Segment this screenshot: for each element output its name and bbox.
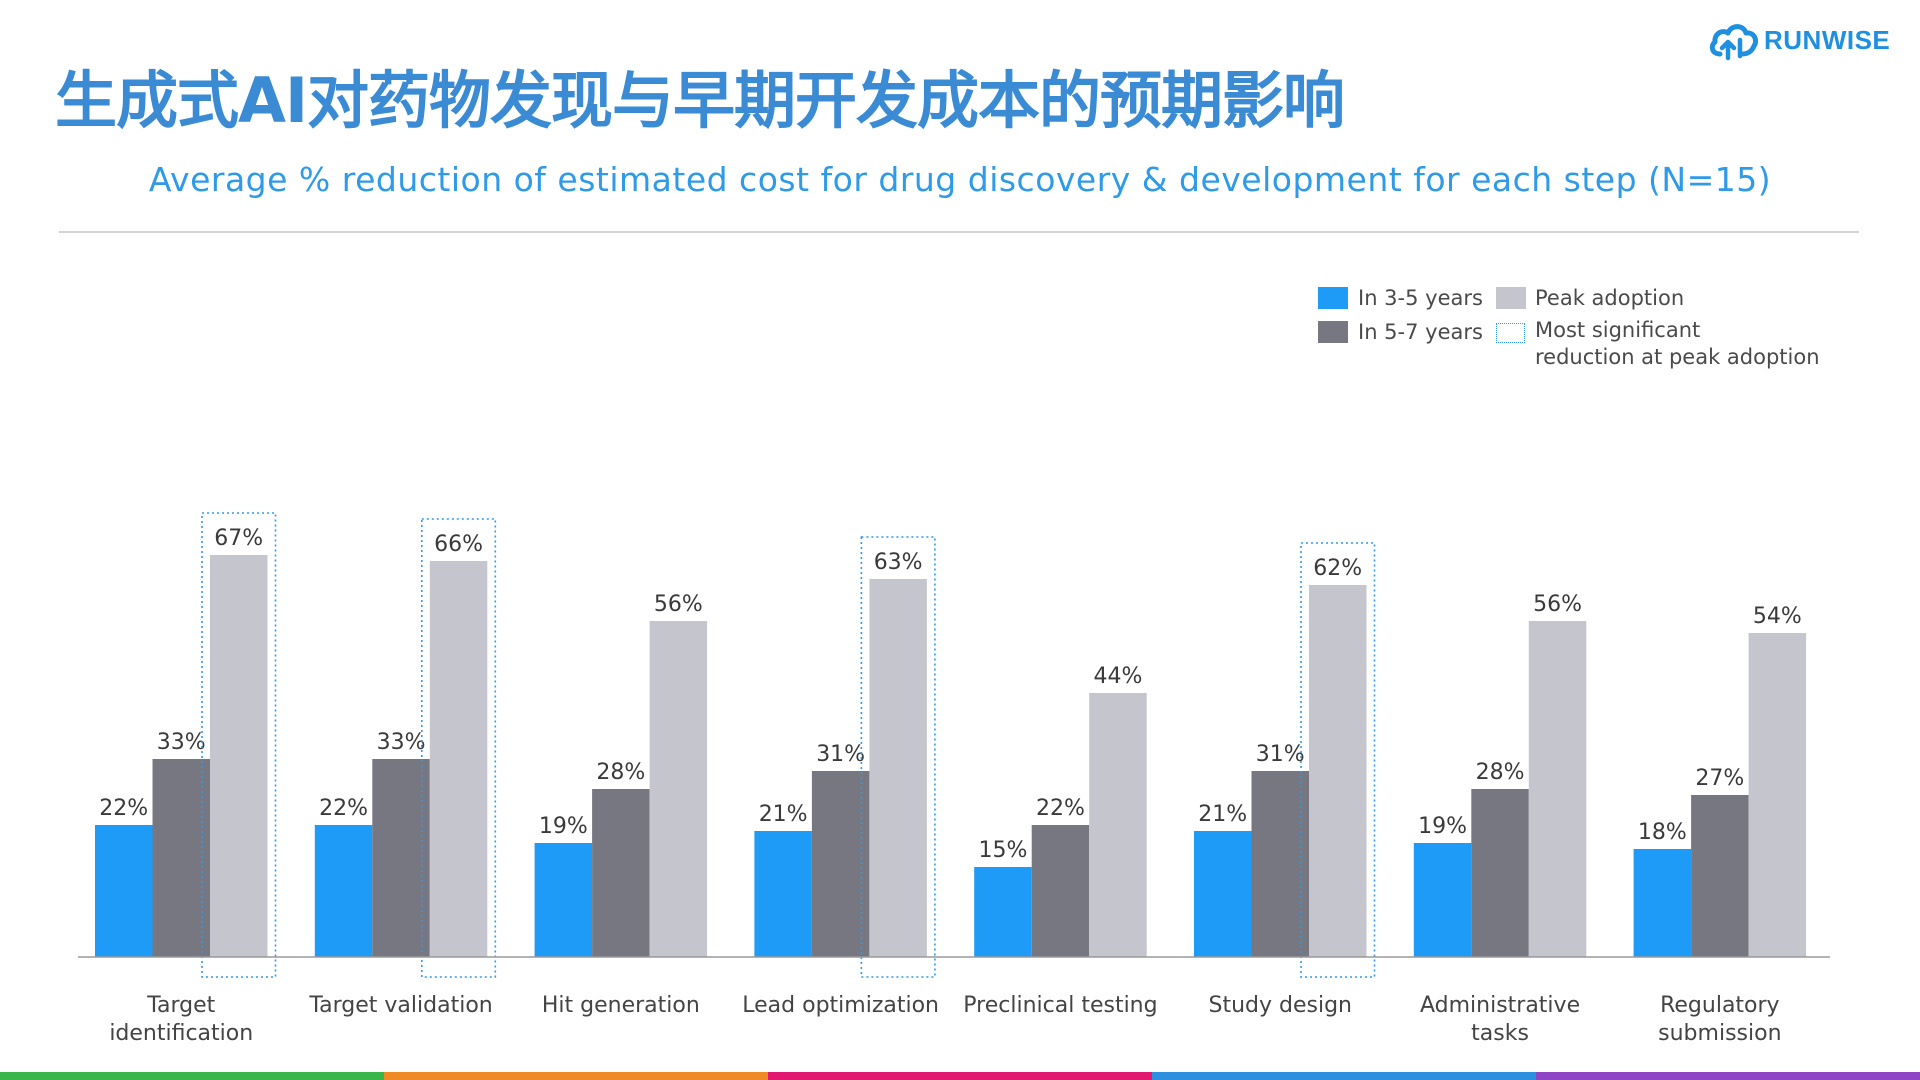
logo-text: RUNWISE xyxy=(1764,25,1891,55)
highlight-box-target-identification xyxy=(201,512,277,978)
bar-preclinical-testing-in-5-7-years xyxy=(1031,825,1090,957)
bar-study-design-in-5-7-years xyxy=(1251,771,1309,957)
category-label-hit-generation: Hit generation xyxy=(511,992,731,1020)
bar-regulatory-submission-peak-adoption xyxy=(1748,633,1807,957)
bar-target-validation-in-3-5-years xyxy=(314,825,373,957)
bar-lead-optimization-in-5-7-years xyxy=(811,771,870,957)
bar-hit-generation-peak-adoption xyxy=(649,621,708,957)
bar-target-identification-in-5-7-years xyxy=(152,759,210,957)
value-label-administrative-tasks-peak-adoption: 56% xyxy=(1533,592,1582,617)
value-label-target-identification-in-3-5-years: 22% xyxy=(99,796,148,821)
value-label-regulatory-submission-in-5-7-years: 27% xyxy=(1695,766,1744,791)
value-label-study-design-in-3-5-years: 21% xyxy=(1198,802,1247,827)
bar-target-identification-in-3-5-years xyxy=(95,825,153,957)
category-label-line: Lead optimization xyxy=(742,993,939,1018)
bar-administrative-tasks-peak-adoption xyxy=(1528,621,1587,957)
legend-label-peak-adoption: Peak adoption xyxy=(1535,286,1685,310)
bar-target-validation-in-5-7-years xyxy=(372,759,430,957)
highlight-box-study-design xyxy=(1300,542,1376,978)
value-label-regulatory-submission-peak-adoption: 54% xyxy=(1753,604,1802,629)
bar-regulatory-submission-in-5-7-years xyxy=(1691,795,1749,957)
page-title: 生成式AI对药物发现与早期开发成本的预期影响 xyxy=(55,64,1345,137)
bar-administrative-tasks-in-3-5-years xyxy=(1413,843,1472,957)
category-label-target-validation: Target validation xyxy=(291,992,511,1020)
category-label-regulatory-submission: Regulatory submission xyxy=(1610,992,1830,1048)
value-label-hit-generation-in-5-7-years: 28% xyxy=(596,760,645,785)
legend-label-most-significant-line1: Most significant xyxy=(1535,318,1701,342)
value-label-preclinical-testing-peak-adoption: 44% xyxy=(1093,664,1142,689)
category-label-study-design: Study design xyxy=(1170,992,1390,1020)
bar-preclinical-testing-in-3-5-years xyxy=(974,867,1032,957)
bar-target-identification-peak-adoption xyxy=(210,555,268,957)
category-label-line: Target xyxy=(147,993,216,1018)
category-label-line: Preclinical testing xyxy=(963,993,1158,1018)
header-divider xyxy=(59,231,1859,233)
value-label-administrative-tasks-in-3-5-years: 19% xyxy=(1418,814,1467,839)
value-label-study-design-in-5-7-years: 31% xyxy=(1256,742,1305,767)
value-label-study-design-peak-adoption: 62% xyxy=(1313,556,1362,581)
value-label-target-validation-in-5-7-years: 33% xyxy=(377,730,426,755)
category-label-preclinical-testing: Preclinical testing xyxy=(950,992,1170,1020)
value-label-regulatory-submission-in-3-5-years: 18% xyxy=(1638,820,1687,845)
bar-lead-optimization-peak-adoption xyxy=(869,579,927,957)
value-label-preclinical-testing-in-5-7-years: 22% xyxy=(1036,796,1085,821)
category-label-line: Study design xyxy=(1208,993,1353,1018)
strip-segment-orange xyxy=(384,1072,768,1080)
category-label-line: Administrative xyxy=(1419,993,1581,1018)
bottom-color-strip xyxy=(0,1072,1920,1080)
category-label-line: tasks xyxy=(1471,1021,1529,1046)
runwise-logo: RUNWISE xyxy=(1708,18,1891,62)
strip-segment-purple xyxy=(1536,1072,1920,1080)
category-label-line: Hit generation xyxy=(541,993,700,1018)
bar-preclinical-testing-peak-adoption xyxy=(1089,693,1147,957)
strip-segment-pink xyxy=(768,1072,1152,1080)
value-label-target-identification-in-5-7-years: 33% xyxy=(157,730,206,755)
bar-study-design-peak-adoption xyxy=(1309,585,1367,957)
bar-administrative-tasks-in-5-7-years xyxy=(1471,789,1529,957)
cloud-logo-icon xyxy=(1709,24,1759,61)
highlight-box-lead-optimization xyxy=(860,536,936,978)
category-label-line: Regulatory xyxy=(1660,993,1780,1018)
bar-study-design-in-3-5-years xyxy=(1194,831,1252,957)
value-label-preclinical-testing-in-3-5-years: 15% xyxy=(978,838,1027,863)
legend-swatch-3-5-years xyxy=(1318,287,1348,309)
category-label-administrative-tasks: Administrative tasks xyxy=(1390,992,1610,1048)
category-label-line: Target validation xyxy=(309,993,493,1018)
value-label-hit-generation-in-3-5-years: 19% xyxy=(539,814,588,839)
legend-label-5-7-years: In 5-7 years xyxy=(1358,320,1483,344)
value-label-target-validation-in-3-5-years: 22% xyxy=(319,796,368,821)
value-label-target-validation-peak-adoption: 66% xyxy=(434,532,483,557)
bar-lead-optimization-in-3-5-years xyxy=(754,831,812,957)
category-label-lead-optimization: Lead optimization xyxy=(731,992,951,1020)
value-label-administrative-tasks-in-5-7-years: 28% xyxy=(1476,760,1525,785)
bar-hit-generation-in-3-5-years xyxy=(534,843,593,957)
value-label-lead-optimization-peak-adoption: 63% xyxy=(874,550,923,575)
legend-swatch-peak-adoption xyxy=(1496,287,1526,309)
value-label-hit-generation-peak-adoption: 56% xyxy=(654,592,703,617)
chart-subtitle: Average % reduction of estimated cost fo… xyxy=(148,160,1772,199)
bar-hit-generation-in-5-7-years xyxy=(592,789,650,957)
strip-segment-blue xyxy=(1152,1072,1536,1080)
category-label-line: identification xyxy=(109,1021,254,1046)
highlight-box-target-validation xyxy=(420,518,497,978)
value-label-lead-optimization-in-3-5-years: 21% xyxy=(759,802,808,827)
strip-segment-green xyxy=(0,1072,384,1080)
legend-label-most-significant-line2: reduction at peak adoption xyxy=(1535,345,1820,369)
legend-label-3-5-years: In 3-5 years xyxy=(1358,286,1483,310)
bar-target-validation-peak-adoption xyxy=(429,561,488,957)
legend-swatch-most-significant xyxy=(1496,323,1525,343)
value-label-target-identification-peak-adoption: 67% xyxy=(214,526,263,551)
category-label-target-identification: Target identification xyxy=(71,992,291,1048)
bar-regulatory-submission-in-3-5-years xyxy=(1633,849,1692,957)
legend-swatch-5-7-years xyxy=(1318,321,1348,343)
category-label-line: submission xyxy=(1658,1021,1782,1046)
value-label-lead-optimization-in-5-7-years: 31% xyxy=(816,742,865,767)
